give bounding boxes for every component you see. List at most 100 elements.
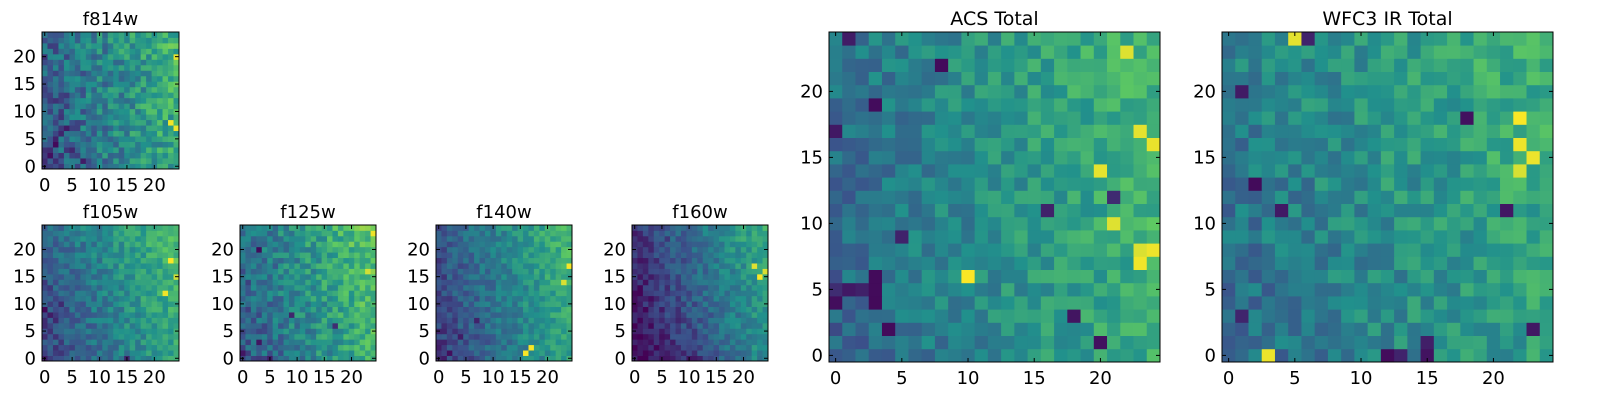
heatmap-cell [151, 235, 158, 242]
heatmap-cell [124, 108, 131, 115]
heatmap-cell [921, 111, 936, 125]
heatmap-cell [151, 344, 158, 351]
heatmap-cell [842, 335, 856, 350]
heatmap-cell [746, 295, 753, 302]
heatmap-cell [842, 84, 856, 99]
heatmap-cell [157, 152, 163, 159]
heatmap-cell [670, 241, 676, 248]
heatmap-cell [751, 252, 758, 259]
heatmap-cell [691, 301, 698, 307]
heatmap-cell [1301, 150, 1316, 165]
heatmap-cell [63, 295, 70, 302]
heatmap-cell [555, 306, 562, 313]
heatmap-cell [1327, 45, 1342, 59]
heatmap-cell [107, 163, 114, 170]
heatmap-cell [561, 225, 567, 231]
heatmap-cell [441, 290, 448, 297]
heatmap-cell [1354, 256, 1369, 270]
heatmap-cell [1040, 137, 1055, 152]
heatmap-cell [539, 279, 546, 286]
y-tick-label: 10 [800, 213, 823, 234]
heatmap-cell [69, 295, 76, 302]
heatmap-cell [691, 317, 698, 324]
heatmap-cell [151, 130, 158, 137]
heatmap-cell [102, 75, 109, 82]
heatmap-cell [495, 301, 502, 307]
heatmap-cell [146, 306, 152, 313]
heatmap-cell [648, 263, 655, 269]
heatmap-cell [642, 284, 649, 291]
heatmap-cell [299, 284, 306, 291]
heatmap-cell [702, 301, 709, 307]
heatmap-cell [1341, 335, 1355, 350]
heatmap-cell [1120, 203, 1134, 218]
heatmap-cell [85, 225, 92, 231]
heatmap-cell [359, 279, 366, 286]
heatmap-cell [697, 257, 704, 264]
heatmap-cell [987, 203, 1002, 218]
heatmap-cell [474, 257, 480, 264]
heatmap-cell [1067, 124, 1081, 138]
heatmap-cell [102, 59, 109, 66]
heatmap-cell [1486, 164, 1501, 178]
heatmap-cell [452, 241, 459, 248]
heatmap-cell [113, 225, 120, 231]
heatmap-cell [987, 282, 1002, 297]
heatmap-cell [751, 290, 758, 297]
heatmap-cell [501, 312, 508, 318]
heatmap-cell [479, 263, 486, 269]
heatmap-cell [102, 108, 109, 115]
heatmap-cell [52, 136, 59, 142]
heatmap-cell [908, 243, 923, 257]
heatmap-cell [1407, 243, 1421, 257]
heatmap-cell [91, 125, 98, 132]
heatmap-cell [278, 263, 284, 269]
heatmap-cell [337, 252, 344, 259]
heatmap-cell [1054, 322, 1068, 336]
heatmap-cell [118, 70, 125, 77]
heatmap-cell [948, 111, 962, 125]
heatmap-cell [566, 312, 573, 318]
heatmap-cell [495, 252, 502, 259]
heatmap-cell [829, 71, 843, 86]
heatmap-cell [1526, 243, 1541, 257]
heatmap-cell [1054, 58, 1068, 72]
heatmap-cell [533, 317, 540, 324]
heatmap-cell [908, 269, 923, 284]
heatmap-cell [680, 290, 687, 297]
heatmap-cell [561, 306, 567, 313]
heatmap-cell [544, 257, 551, 264]
heatmap-cell [91, 295, 98, 302]
heatmap-cell [1367, 58, 1382, 72]
heatmap-cell [63, 125, 70, 132]
heatmap-cell [686, 257, 693, 264]
heatmap-cell [895, 203, 909, 218]
heatmap-cell [118, 295, 125, 302]
heatmap-cell [868, 348, 883, 363]
heatmap-cell [359, 328, 366, 335]
heatmap-cell [1460, 335, 1474, 350]
heatmap-cell [118, 125, 125, 132]
heatmap-cell [1473, 335, 1488, 350]
heatmap-cell [1235, 98, 1249, 112]
heatmap-cell [675, 301, 682, 307]
heatmap-cell [708, 252, 714, 259]
heatmap-cell [1314, 150, 1329, 165]
heatmap-cell [96, 268, 103, 275]
heatmap-cell [555, 284, 562, 291]
heatmap-cell [146, 70, 152, 77]
heatmap-cell [288, 301, 295, 307]
heatmap-cell [1014, 111, 1028, 125]
heatmap-cell [69, 350, 76, 356]
heatmap-cell [47, 252, 54, 259]
heatmap-cell [1354, 124, 1369, 138]
heatmap-cell [299, 328, 306, 335]
heatmap-cell [1067, 348, 1081, 363]
heatmap-cell [47, 290, 54, 297]
heatmap-cell [107, 333, 114, 340]
heatmap-cell [1433, 84, 1448, 99]
heatmap-cell [517, 246, 524, 253]
heatmap-cell [1235, 190, 1249, 204]
heatmap-cell [974, 296, 989, 310]
heatmap-cell [267, 252, 274, 259]
